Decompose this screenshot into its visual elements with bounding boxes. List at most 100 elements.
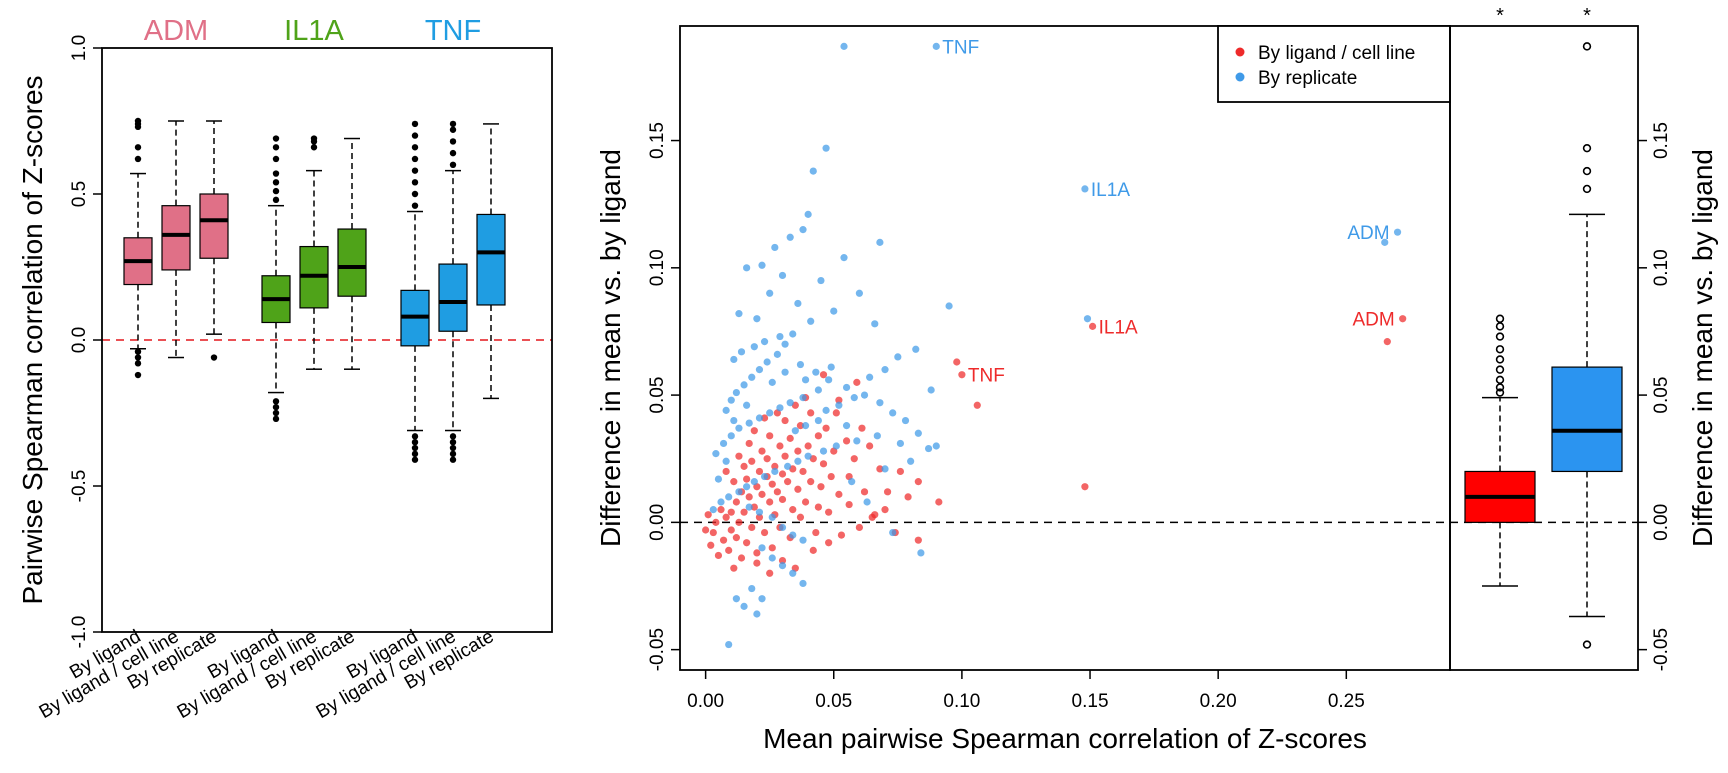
y-tick-label: 0.0 [69, 327, 90, 353]
scatter-point [883, 488, 892, 496]
scatter-point [842, 383, 851, 392]
y-tick-label: 0.05 [1651, 377, 1672, 414]
scatter-point [778, 470, 787, 478]
scatter-point [730, 416, 738, 425]
scatter-point [784, 462, 792, 470]
plot-frame [1449, 25, 1639, 671]
scatter-point [863, 498, 871, 506]
x-tick-label: 0.25 [1328, 691, 1365, 712]
outlier-point [1582, 42, 1592, 51]
panel-scatter: TNF IL1A ADM TNF IL1A ADM By ligand / cell li… [595, 25, 1451, 754]
outlier-point [1495, 314, 1505, 323]
scatter-point [714, 551, 723, 560]
y-axis-ticks: -1.0 -0.5 0.0 0.5 1.0 [69, 35, 102, 649]
box-iqr [199, 193, 229, 259]
x-axis-title: Mean pairwise Spearman correlation of Z-… [763, 723, 1367, 754]
y-tick-label: -0.05 [1651, 628, 1672, 671]
scatter-point [809, 546, 817, 554]
scatter-point [732, 388, 740, 397]
group-title-adm: ADM [144, 15, 208, 47]
panel-side-boxplot: -0.050.000.050.100.15 * * Difference in m… [1449, 5, 1718, 671]
scatter-point [814, 503, 822, 511]
scatter-point [871, 320, 879, 328]
scatter-point [817, 276, 825, 285]
scatter-point [727, 396, 735, 404]
scatter-point [945, 302, 953, 310]
scatter-point [786, 434, 794, 442]
outlier-point [449, 161, 457, 168]
box-tnf-0 [400, 120, 430, 463]
scatter-point [796, 422, 805, 430]
outlier-point [134, 144, 142, 151]
scatter-point [781, 340, 789, 348]
scatter-point [845, 500, 853, 509]
box-iqr [438, 263, 468, 332]
scatter-point [881, 366, 889, 374]
scatter-point [704, 511, 712, 519]
box-iqr [1551, 366, 1623, 473]
scatter-point [732, 595, 740, 603]
legend-swatch-replicate [1235, 72, 1245, 82]
scatter-point [924, 444, 933, 453]
scatter-point [812, 528, 820, 537]
y-tick-label: 0.05 [647, 377, 668, 414]
outlier-point [449, 450, 457, 458]
scatter-point [719, 439, 728, 448]
scatter-point [896, 467, 904, 476]
scatter-point [768, 544, 776, 552]
scatter-point [801, 376, 810, 384]
scatter-point [1393, 228, 1402, 236]
group-title-il1a: IL1A [284, 15, 344, 47]
point-label-il1a: IL1A [1091, 180, 1130, 201]
scatter-point [842, 422, 851, 430]
scatter-point [835, 396, 843, 404]
scatter-point [1083, 315, 1092, 323]
outlier-point [411, 179, 419, 186]
scatter-point [804, 210, 812, 218]
outlier-point [449, 126, 457, 133]
scatter-point [889, 528, 897, 537]
outlier-point [411, 444, 419, 452]
scatter-point [740, 508, 748, 516]
scatter-point [753, 559, 761, 567]
series-ligand-cell-line [702, 315, 1407, 577]
scatter-points [702, 42, 1407, 649]
scatter-point [973, 401, 981, 409]
outlier-point [1582, 143, 1592, 153]
scatter-point [760, 528, 769, 537]
scatter-point [804, 452, 812, 460]
scatter-point [850, 455, 858, 463]
scatter-point [750, 478, 758, 486]
outlier-point [310, 144, 318, 151]
scatter-point [745, 493, 753, 501]
scatter-point [835, 401, 843, 409]
outlier-point [1582, 640, 1592, 649]
scatter-point [740, 462, 748, 470]
scatter-point [776, 404, 784, 412]
scatter-point [743, 475, 751, 483]
scatter-point [771, 467, 779, 476]
scatter-point [807, 478, 815, 486]
scatter-point [825, 376, 833, 384]
outlier-point [411, 120, 419, 128]
y-tick-label: -1.0 [69, 616, 90, 649]
scatter-point [766, 432, 774, 440]
y-tick-label: 0.10 [647, 249, 668, 286]
scatter-point [766, 569, 774, 577]
scatter-point [935, 498, 943, 506]
y-tick-label: 0.15 [647, 122, 668, 159]
scatter-point [743, 264, 751, 272]
scatter-point [766, 409, 774, 417]
scatter-point [758, 544, 766, 552]
scatter-point [709, 506, 717, 514]
scatter-point [860, 488, 869, 496]
scatter-point [789, 506, 797, 514]
outlier-point [272, 415, 280, 423]
scatter-point [753, 315, 761, 323]
outlier-point [272, 403, 280, 411]
scatter-point [866, 442, 874, 450]
scatter-point [794, 447, 802, 455]
right-y-axis-ticks: -0.05 0.00 0.05 0.10 0.15 [1638, 122, 1672, 671]
